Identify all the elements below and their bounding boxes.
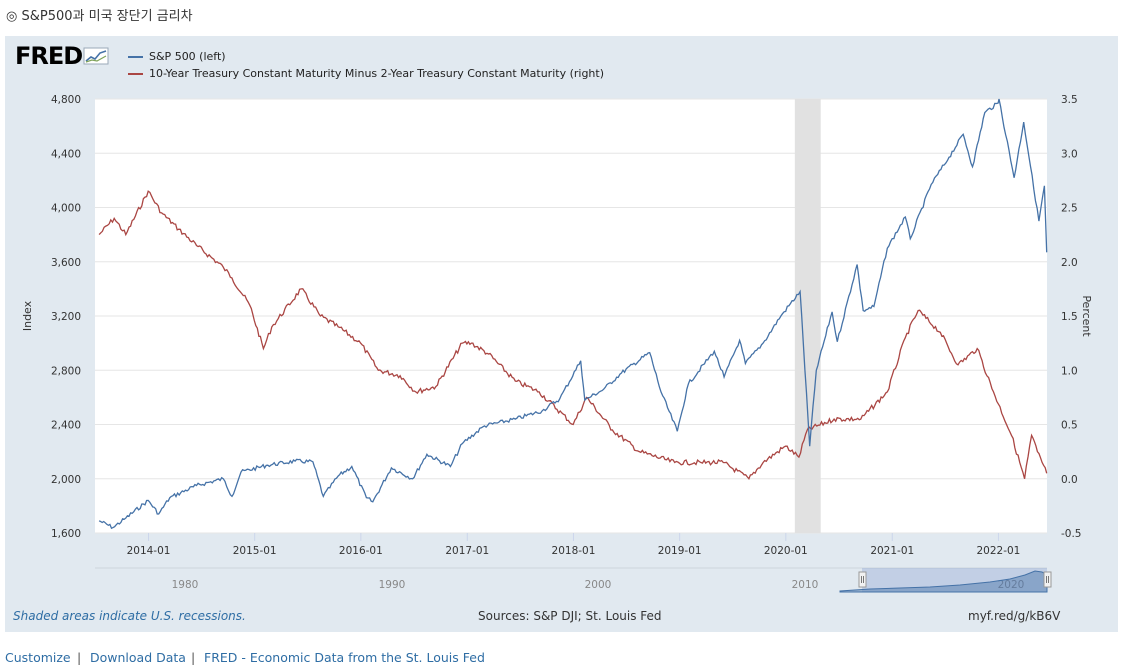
legend-item-spread[interactable]: 10-Year Treasury Constant Maturity Minus…	[128, 65, 604, 82]
footer-separator-1: |	[77, 650, 82, 665]
y-left-tick-label: 1,600	[51, 528, 81, 540]
navigator-year-label: 2010	[792, 579, 819, 591]
navigator-year-label: 2000	[585, 579, 612, 591]
y-right-tick-label: 3.0	[1061, 148, 1078, 160]
x-tick-label: 2019-01	[658, 545, 702, 557]
recession-shade	[794, 99, 821, 533]
navigator-year-label: 1990	[379, 579, 406, 591]
fred-logo-text: FRED	[15, 42, 83, 70]
y-left-axis-title: Index	[21, 300, 34, 331]
y-right-tick-label: 1.5	[1061, 311, 1078, 323]
y-right-tick-label: -0.5	[1061, 528, 1082, 540]
legend-swatch-sp500	[128, 55, 143, 58]
y-right-tick-label: 2.5	[1061, 203, 1078, 215]
recession-note: Shaded areas indicate U.S. recessions.	[13, 609, 246, 623]
fred-home-link[interactable]: FRED - Economic Data from the St. Louis …	[204, 650, 485, 665]
page-title: ◎ S&P500과 미국 장단기 금리차	[6, 9, 193, 24]
x-tick-label: 2015-01	[233, 545, 277, 557]
y-left-tick-label: 3,200	[51, 311, 81, 323]
legend-item-sp500[interactable]: S&P 500 (left)	[128, 48, 604, 65]
y-right-tick-label: 0.0	[1061, 474, 1078, 486]
y-left-tick-label: 2,000	[51, 474, 81, 486]
y-right-axis-title: Percent	[1080, 295, 1093, 337]
navigator-year-label: 2020	[998, 579, 1025, 591]
download-data-link[interactable]: Download Data	[90, 650, 186, 665]
short-url[interactable]: myf.red/g/kB6V	[968, 609, 1061, 623]
chart-legend: S&P 500 (left) 10-Year Treasury Constant…	[128, 48, 604, 82]
y-left-tick-label: 2,800	[51, 365, 81, 377]
legend-label-sp500: S&P 500 (left)	[149, 50, 226, 63]
y-right-tick-label: 0.5	[1061, 420, 1078, 432]
sources-note: Sources: S&P DJI; St. Louis Fed	[478, 609, 662, 623]
y-left-tick-label: 4,800	[51, 94, 81, 106]
y-right-tick-label: 1.0	[1061, 365, 1078, 377]
y-right-tick-label: 3.5	[1061, 94, 1078, 106]
x-tick-label: 2020-01	[764, 545, 808, 557]
y-left-tick-label: 4,000	[51, 203, 81, 215]
y-left-tick-label: 4,400	[51, 148, 81, 160]
x-tick-label: 2016-01	[339, 545, 383, 557]
legend-label-spread: 10-Year Treasury Constant Maturity Minus…	[149, 67, 605, 80]
navigator-handle[interactable]	[1043, 571, 1052, 588]
y-left-tick-label: 2,400	[51, 420, 81, 432]
x-tick-label: 2014-01	[127, 545, 171, 557]
legend-swatch-spread	[128, 72, 143, 75]
x-tick-label: 2018-01	[552, 545, 596, 557]
x-tick-label: 2017-01	[445, 545, 489, 557]
x-tick-label: 2022-01	[976, 545, 1020, 557]
navigator-year-label: 1980	[172, 579, 199, 591]
customize-link[interactable]: Customize	[5, 650, 71, 665]
footer-separator-2: |	[191, 650, 196, 665]
y-right-tick-label: 2.0	[1061, 257, 1078, 269]
sp500-series-line	[98, 98, 1048, 530]
spread-series-line	[98, 190, 1048, 481]
fred-graph-icon	[83, 47, 109, 65]
y-left-tick-label: 3,600	[51, 257, 81, 269]
fred-logo[interactable]: FRED	[15, 42, 109, 70]
navigator-handle[interactable]	[858, 571, 867, 588]
chart-svg: 1,600 -0.5 2,000 0.0 2,400 0.5 2,800 1.0 3,200 1.…	[21, 94, 1093, 593]
x-tick-label: 2021-01	[870, 545, 914, 557]
